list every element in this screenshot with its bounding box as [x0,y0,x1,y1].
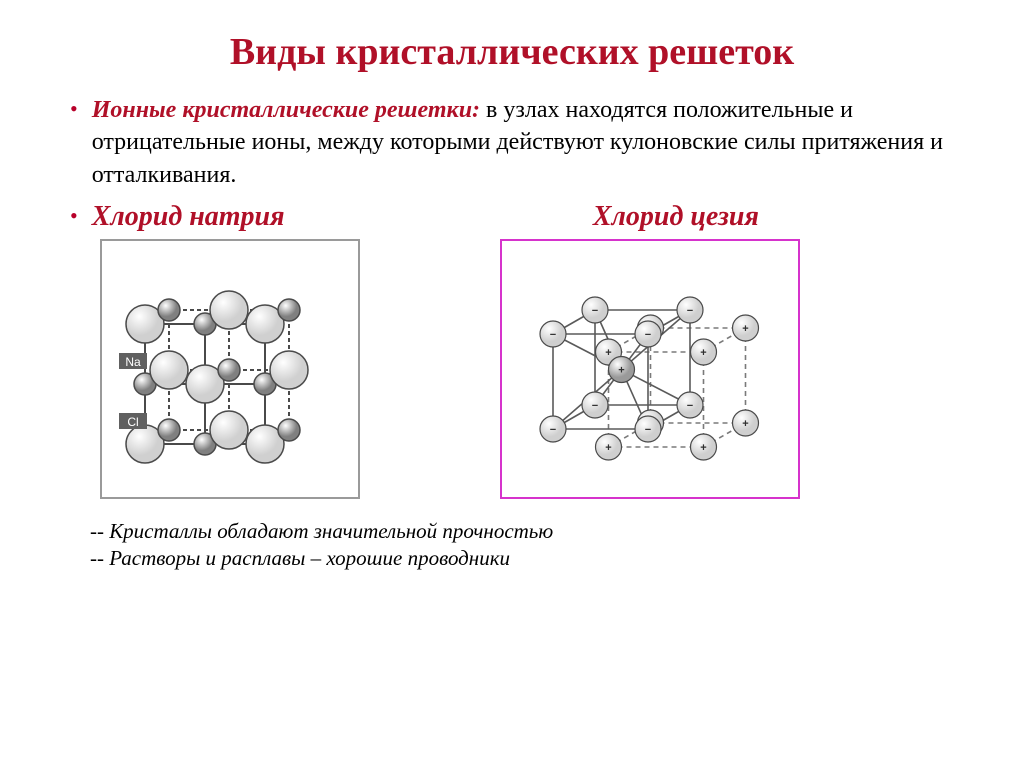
svg-text:−: − [645,329,651,341]
svg-text:Cl: Cl [127,415,138,429]
cscl-lattice: ++++++++−−−−−−−−+ [515,254,785,484]
bullet-icon: • [70,94,78,125]
svg-text:+: + [700,442,706,454]
definition-lead: Ионные кристаллические решетки: [92,97,480,123]
svg-text:−: − [687,305,693,317]
examples-labels: • Хлорид натрия Хлорид цезия [70,201,974,233]
nacl-lattice: Na Cl [115,254,345,484]
figure-nacl: Na Cl [100,239,360,499]
definition-text: Ионные кристаллические решетки: в узлах … [92,94,974,191]
figure-cscl: ++++++++−−−−−−−−+ [500,239,800,499]
footnote-line: -- Кристаллы обладают значительной прочн… [90,519,984,544]
svg-text:−: − [550,424,556,436]
page-title: Виды кристаллических решеток [40,30,984,74]
svg-text:−: − [592,400,598,412]
svg-text:−: − [645,424,651,436]
svg-text:−: − [687,400,693,412]
svg-text:+: + [700,347,706,359]
svg-text:+: + [605,347,611,359]
svg-text:+: + [742,323,748,335]
bullet-icon: • [70,201,78,232]
footnotes: -- Кристаллы обладают значительной прочн… [90,519,984,571]
figures-row: NaCl ++++++++−−−−−−−−+ [100,239,984,499]
svg-text:+: + [618,365,624,377]
definition-row: • Ионные кристаллические решетки: в узла… [70,94,974,191]
svg-text:+: + [742,418,748,430]
footnote-line: -- Растворы и расплавы – хорошие проводн… [90,546,984,571]
svg-text:Na: Na [125,355,141,369]
svg-text:−: − [592,305,598,317]
svg-text:−: − [550,329,556,341]
example-label-right: Хлорид цезия [533,201,974,233]
svg-text:+: + [605,442,611,454]
example-label-left: Хлорид натрия [92,201,533,233]
